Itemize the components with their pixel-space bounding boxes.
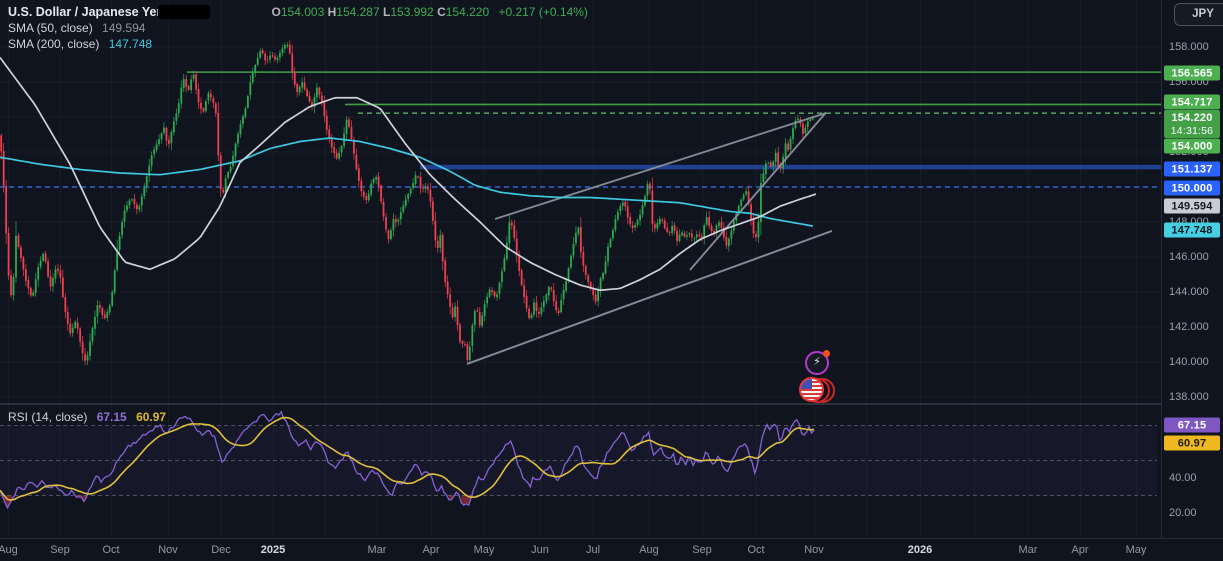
price-scale[interactable]: 158.000156.000152.000148.000146.000144.0… — [1161, 0, 1223, 561]
high-label: H — [327, 5, 337, 19]
time-axis[interactable]: Aug Sep Oct Nov Dec 2025 Mar Apr May Jun Jul Aug Sep… — [0, 538, 1223, 561]
sma200-value: 147.748 — [108, 37, 153, 51]
price-badge-147.748: 147.748 — [1164, 222, 1220, 238]
time-label-Oct: Oct — [102, 544, 120, 556]
price-badge-151.137: 151.137 — [1164, 161, 1220, 177]
sma50-value: 149.594 — [102, 21, 146, 35]
time-label-Mar: Mar — [367, 544, 387, 556]
open-label: O — [271, 5, 281, 19]
time-label-2025: 2025 — [260, 544, 286, 556]
price-badge-154.000: 154.000 — [1164, 138, 1220, 154]
time-label-2026: 2026 — [907, 544, 933, 556]
price-badge-149.594: 149.594 — [1164, 198, 1220, 214]
currency-button[interactable]: JPY — [1174, 3, 1223, 26]
price-scale-label: 142.000 — [1169, 321, 1209, 333]
lightning-event-icon[interactable]: ⚡ — [805, 350, 830, 375]
time-label-Jun: Jun — [531, 544, 549, 556]
price-badge-150.000: 150.000 — [1164, 180, 1220, 196]
pane-separator[interactable] — [0, 403, 1161, 405]
sma200-legend-row[interactable]: SMA (200, close) 147.748 — [8, 36, 588, 52]
time-label-May: May — [1125, 544, 1147, 556]
price-scale-label: 144.000 — [1169, 286, 1209, 298]
rsi-scale-label: 40.00 — [1169, 472, 1197, 484]
open-value: 154.003 — [280, 5, 325, 19]
time-label-Apr: Apr — [1071, 544, 1089, 556]
low-value: 153.992 — [390, 5, 434, 19]
symbol-title-row[interactable]: U.S. Dollar / Japanese Yen · 1D · O154.0… — [8, 4, 588, 20]
price-badge-154.717: 154.717 — [1164, 94, 1220, 110]
close-label: C — [437, 5, 446, 19]
bar-countdown: 14:31:56 — [1170, 124, 1214, 137]
time-label-Aug: Aug — [0, 544, 18, 556]
price-badge-154.220: 154.220 14:31:56 — [1164, 110, 1220, 138]
time-label-Aug: Aug — [639, 544, 659, 556]
us-flag-event-icon[interactable] — [799, 377, 835, 403]
time-label-Dec: Dec — [211, 544, 231, 556]
change-value: +0.217 (+0.14%) — [498, 5, 588, 19]
price-scale-label: 146.000 — [1169, 251, 1209, 263]
rsi-ma-value: 60.97 — [136, 410, 167, 424]
main-legend: U.S. Dollar / Japanese Yen · 1D · O154.0… — [8, 4, 588, 52]
rsi-value: 67.15 — [96, 410, 127, 424]
time-label-Apr: Apr — [422, 544, 440, 556]
lightning-glyph: ⚡ — [813, 356, 821, 368]
time-label-Sep: Sep — [692, 544, 712, 556]
price-badge-156.565: 156.565 — [1164, 65, 1220, 81]
time-label-Nov: Nov — [158, 544, 178, 556]
sma50-legend-row[interactable]: SMA (50, close) 149.594 — [8, 20, 588, 36]
time-label-Nov: Nov — [804, 544, 824, 556]
price-scale-label: 140.000 — [1169, 356, 1209, 368]
time-label-Sep: Sep — [50, 544, 70, 556]
price-scale-label: 158.000 — [1169, 41, 1209, 53]
time-label-Jul: Jul — [585, 544, 601, 556]
symbol-title[interactable]: U.S. Dollar / Japanese Yen · 1D · — [8, 5, 199, 19]
rsi-pane[interactable] — [0, 405, 1161, 538]
rsi-label: RSI (14, close) — [8, 410, 88, 424]
flag-canton — [801, 379, 812, 389]
event-alert-dot — [823, 350, 830, 357]
price-scale-label: 138.000 — [1169, 391, 1209, 403]
main-price-pane[interactable] — [0, 0, 1161, 404]
redacted-symbol-info — [158, 5, 210, 19]
price-badge-60.97: 60.97 — [1164, 435, 1220, 451]
time-label-May: May — [473, 544, 495, 556]
rsi-legend[interactable]: RSI (14, close) 67.15 60.97 — [8, 409, 166, 425]
low-label: L — [383, 5, 391, 19]
sma50-label: SMA (50, close) — [8, 21, 93, 35]
sma200-label: SMA (200, close) — [8, 37, 100, 51]
close-value: 154.220 — [445, 5, 490, 19]
us-flag — [799, 377, 824, 402]
time-label-Mar: Mar — [1018, 544, 1038, 556]
time-label-Oct: Oct — [747, 544, 765, 556]
price-badge-67.15: 67.15 — [1164, 417, 1220, 433]
high-value: 154.287 — [336, 5, 380, 19]
rsi-scale-label: 20.00 — [1169, 507, 1197, 519]
